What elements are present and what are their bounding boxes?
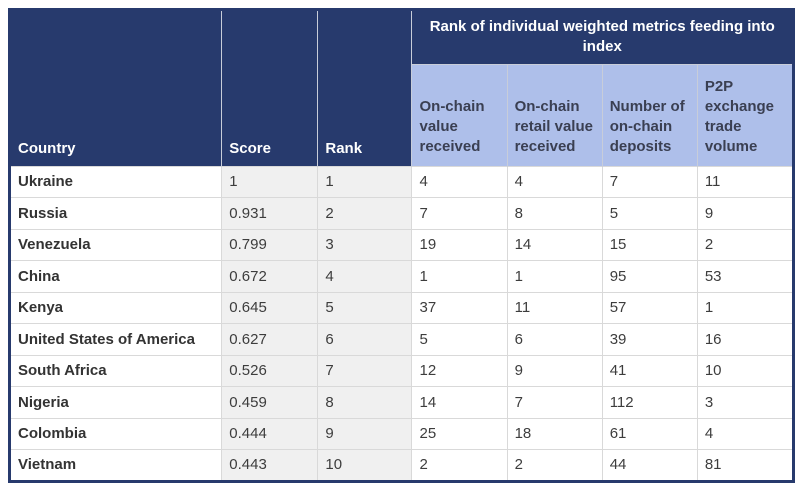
table-row: China 0.672 4 1 1 95 53: [8, 260, 795, 293]
metric-cell-onchain-retail-value: 4: [506, 165, 603, 198]
score-cell: 0.799: [221, 228, 319, 261]
table-row: South Africa 0.526 7 12 9 41 10: [8, 354, 795, 387]
metric-cell-onchain-deposits: 41: [601, 354, 698, 387]
metric-cell-onchain-deposits: 5: [601, 197, 698, 230]
score-cell: 1: [221, 165, 319, 198]
metric-cell-onchain-deposits: 61: [601, 417, 698, 450]
rank-cell: 10: [317, 449, 413, 482]
table-row: Colombia 0.444 9 25 18 61 4: [8, 417, 795, 450]
metric-cell-onchain-retail-value: 7: [506, 386, 603, 419]
column-header-rank: Rank: [317, 9, 412, 166]
score-cell: 0.443: [221, 449, 319, 482]
metric-cell-p2p-volume: 81: [696, 449, 795, 482]
crypto-adoption-index-table: Country Score Rank Rank of individual we…: [8, 8, 795, 483]
metric-cell-onchain-retail-value: 6: [506, 323, 603, 356]
metric-cell-onchain-value: 2: [411, 449, 508, 482]
table-row: Russia 0.931 2 7 8 5 9: [8, 197, 795, 230]
country-cell: Nigeria: [8, 386, 223, 419]
metric-cell-onchain-deposits: 112: [601, 386, 698, 419]
column-header-country: Country: [9, 9, 222, 166]
metric-cell-onchain-retail-value: 1: [506, 260, 603, 293]
metric-cell-onchain-value: 4: [411, 165, 508, 198]
metric-cell-p2p-volume: 53: [696, 260, 795, 293]
column-header-p2p-exchange-trade-volume: P2P exchange trade volume: [696, 64, 794, 166]
country-cell: United States of America: [8, 323, 223, 356]
country-cell: Russia: [8, 197, 223, 230]
column-header-number-of-onchain-deposits: Number of on-chain deposits: [601, 64, 698, 166]
metric-cell-p2p-volume: 3: [696, 386, 795, 419]
metric-cell-onchain-retail-value: 2: [506, 449, 603, 482]
country-cell: Ukraine: [8, 165, 223, 198]
metric-cell-onchain-value: 14: [411, 386, 508, 419]
country-cell: Colombia: [8, 417, 223, 450]
rank-cell: 6: [317, 323, 413, 356]
rank-cell: 4: [317, 260, 413, 293]
column-header-onchain-value-received: On-chain value received: [411, 64, 508, 166]
score-cell: 0.672: [221, 260, 319, 293]
table-row: Ukraine 1 1 4 4 7 11: [8, 165, 795, 198]
table-body: Ukraine 1 1 4 4 7 11 Russia 0.931 2 7 8 5 9 Venezuela 0…: [8, 165, 795, 482]
metric-cell-p2p-volume: 4: [696, 417, 795, 450]
country-cell: South Africa: [8, 354, 223, 387]
metric-cell-onchain-deposits: 39: [601, 323, 698, 356]
column-header-onchain-retail-value-received: On-chain retail value received: [506, 64, 603, 166]
metric-cell-onchain-value: 12: [411, 354, 508, 387]
table-row: Vietnam 0.443 10 2 2 44 81: [8, 449, 795, 482]
score-cell: 0.627: [221, 323, 319, 356]
metric-cell-p2p-volume: 1: [696, 291, 795, 324]
metric-cell-onchain-retail-value: 18: [506, 417, 603, 450]
group-header-weighted-metrics: Rank of individual weighted metrics feed…: [411, 9, 794, 65]
rank-cell: 8: [317, 386, 413, 419]
score-cell: 0.444: [221, 417, 319, 450]
country-cell: Kenya: [8, 291, 223, 324]
score-cell: 0.526: [221, 354, 319, 387]
metric-cell-onchain-value: 7: [411, 197, 508, 230]
metric-cell-p2p-volume: 2: [696, 228, 795, 261]
rank-cell: 3: [317, 228, 413, 261]
metric-cell-onchain-deposits: 7: [601, 165, 698, 198]
metric-cell-p2p-volume: 16: [696, 323, 795, 356]
country-cell: China: [8, 260, 223, 293]
country-cell: Venezuela: [8, 228, 223, 261]
metric-cell-onchain-value: 37: [411, 291, 508, 324]
table-row: Nigeria 0.459 8 14 7 112 3: [8, 386, 795, 419]
metric-cell-onchain-deposits: 57: [601, 291, 698, 324]
rank-cell: 9: [317, 417, 413, 450]
index-table: Country Score Rank Rank of individual we…: [8, 8, 795, 483]
metric-cell-onchain-deposits: 44: [601, 449, 698, 482]
score-cell: 0.459: [221, 386, 319, 419]
metric-cell-p2p-volume: 11: [696, 165, 795, 198]
score-cell: 0.645: [221, 291, 319, 324]
table-row: Venezuela 0.799 3 19 14 15 2: [8, 228, 795, 261]
rank-cell: 2: [317, 197, 413, 230]
metric-cell-onchain-retail-value: 8: [506, 197, 603, 230]
rank-cell: 1: [317, 165, 413, 198]
rank-cell: 5: [317, 291, 413, 324]
table-row: United States of America 0.627 6 5 6 39 16: [8, 323, 795, 356]
rank-cell: 7: [317, 354, 413, 387]
metric-cell-onchain-retail-value: 9: [506, 354, 603, 387]
header-row-metrics: On-chain value received On-chain retail …: [10, 64, 794, 166]
header-row-group: Country Score Rank Rank of individual we…: [9, 9, 794, 166]
metric-cell-onchain-retail-value: 14: [506, 228, 603, 261]
metric-cell-onchain-value: 19: [411, 228, 508, 261]
table-row: Kenya 0.645 5 37 11 57 1: [8, 291, 795, 324]
metric-cell-onchain-value: 5: [411, 323, 508, 356]
country-cell: Vietnam: [8, 449, 223, 482]
metric-cell-onchain-deposits: 95: [601, 260, 698, 293]
score-cell: 0.931: [221, 197, 319, 230]
metric-cell-p2p-volume: 9: [696, 197, 795, 230]
metric-cell-p2p-volume: 10: [696, 354, 795, 387]
metric-cell-onchain-value: 1: [411, 260, 508, 293]
column-header-score: Score: [221, 9, 318, 166]
metric-cell-onchain-deposits: 15: [601, 228, 698, 261]
metric-cell-onchain-retail-value: 11: [506, 291, 603, 324]
metric-cell-onchain-value: 25: [411, 417, 508, 450]
